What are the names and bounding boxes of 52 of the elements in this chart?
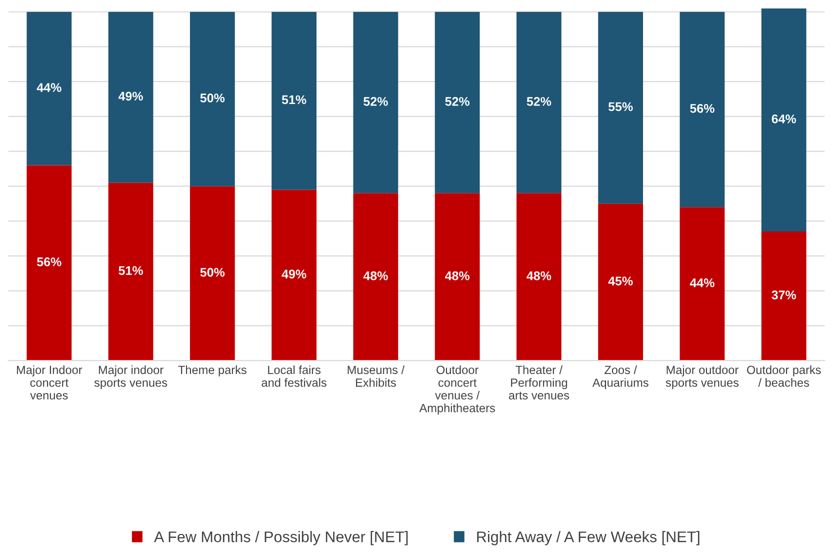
- legend-label: A Few Months / Possibly Never [NET]: [154, 531, 408, 546]
- data-label: 48%: [526, 271, 552, 280]
- data-label: 52%: [526, 97, 552, 106]
- data-label: 44%: [690, 278, 714, 288]
- x-tick-label: Major Indoor concert venues: [16, 365, 82, 400]
- data-label: 56%: [37, 257, 62, 266]
- bar: [598, 204, 644, 361]
- x-tick-label: Museums / Exhibits: [348, 365, 405, 387]
- bar: [353, 12, 398, 194]
- bar: [516, 12, 562, 194]
- bar: [108, 182, 154, 361]
- data-label: 52%: [445, 97, 470, 106]
- data-label: 48%: [445, 271, 470, 280]
- x-tick-label: Theme parks: [178, 365, 246, 376]
- bar: [108, 12, 154, 183]
- data-label: 45%: [608, 276, 633, 286]
- data-label: 55%: [608, 102, 633, 112]
- x-tick-label: Local fairs and festivals: [262, 365, 326, 387]
- bar: [26, 165, 72, 361]
- bar: [680, 12, 725, 208]
- bar: [761, 8, 806, 232]
- bar: [26, 12, 72, 166]
- bar: [680, 207, 725, 361]
- x-tick-label: Outdoor concert venues / Amphitheaters: [419, 365, 495, 415]
- data-label: 50%: [200, 268, 225, 277]
- data-label: 37%: [772, 290, 796, 300]
- data-label: 49%: [282, 270, 306, 278]
- data-label: 44%: [36, 83, 62, 92]
- bar: [434, 12, 480, 194]
- bar: [353, 193, 398, 361]
- bar: [190, 12, 235, 186]
- bar: [761, 232, 806, 361]
- bar: [272, 190, 316, 361]
- x-tick-label: Major outdoor sports venues: [666, 365, 739, 390]
- data-label: 56%: [690, 104, 714, 113]
- bar: [272, 12, 316, 190]
- x-tick-label: Outdoor parks / beaches: [747, 365, 821, 387]
- data-label: 64%: [772, 114, 796, 124]
- data-label: 50%: [200, 94, 225, 102]
- data-label: 48%: [363, 271, 388, 280]
- legend-label: Right Away / A Few Weeks [NET]: [477, 531, 700, 546]
- x-tick-label: Theater / Performing arts venues: [508, 365, 570, 400]
- data-label: 49%: [118, 92, 143, 101]
- x-tick-label: Zoos / Aquariums: [592, 365, 648, 390]
- x-tick-label: Major indoor sports venues: [94, 365, 168, 390]
- bar: [516, 193, 562, 361]
- bar: [598, 12, 644, 204]
- data-label: 51%: [118, 266, 143, 275]
- bar: [190, 186, 235, 361]
- bar: [434, 193, 480, 361]
- data-label: 51%: [282, 95, 306, 104]
- data-label: 52%: [364, 97, 388, 106]
